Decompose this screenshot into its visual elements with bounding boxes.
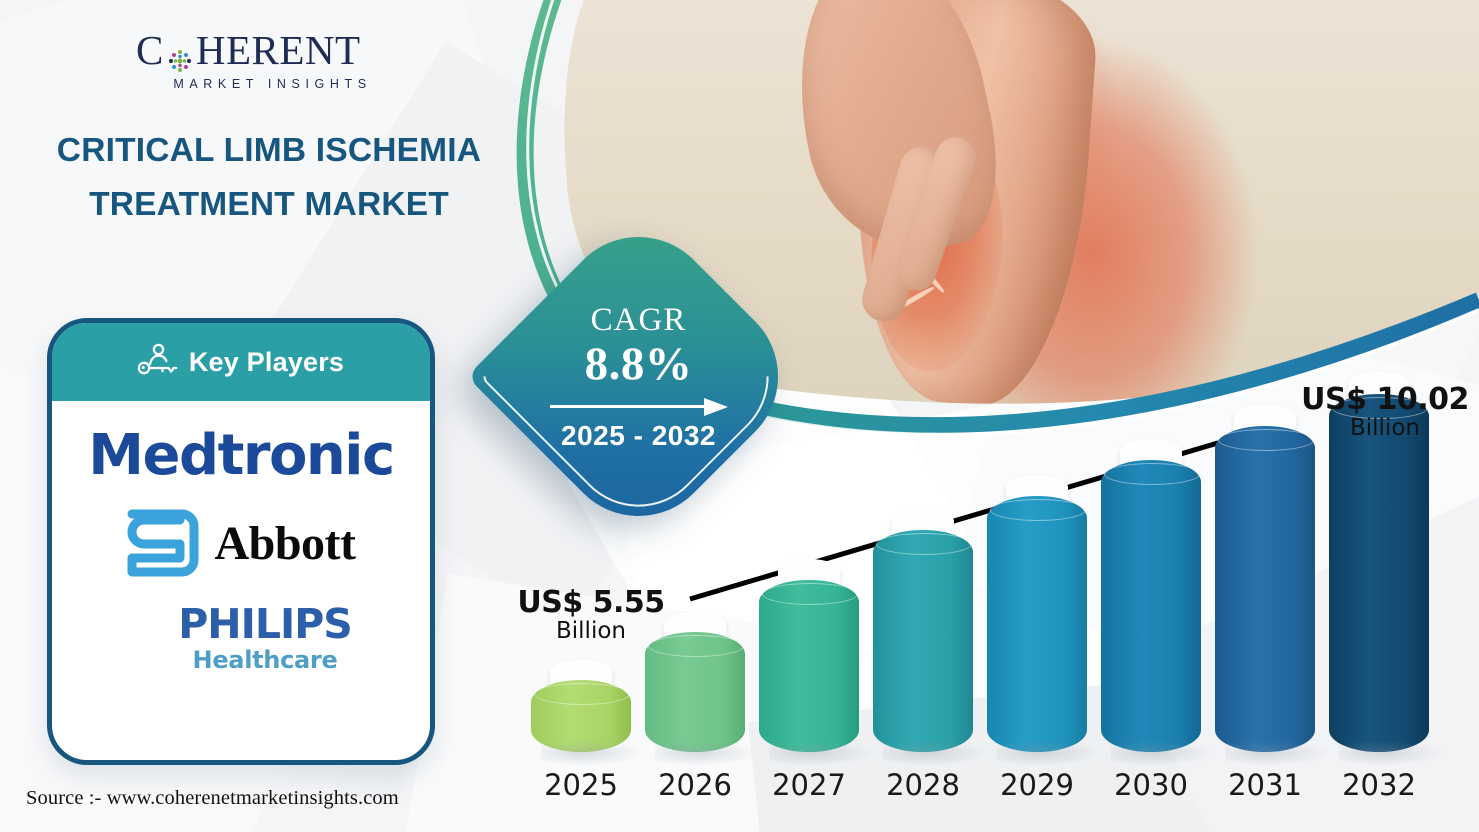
cagr-value: 8.8%: [584, 337, 693, 390]
start-value-callout: US$ 5.55 Billion: [516, 585, 666, 644]
bar-chart: 2025 2026 2027 2028 2029 2030 2031 2032: [505, 372, 1465, 820]
logo-text-post: HERENT: [195, 27, 361, 73]
list-item: Abbott: [126, 508, 356, 578]
start-value: US$ 5.55: [517, 585, 665, 620]
list-item-sublabel: Healthcare: [192, 646, 338, 674]
bar-body: [1101, 460, 1201, 752]
bar-rim: [1218, 429, 1314, 451]
bar-rim: [534, 683, 630, 705]
page-title: CRITICAL LIMB ISCHEMIA TREATMENT MARKET: [14, 124, 524, 233]
end-value-callout: US$ 10.02 Billion: [1300, 382, 1470, 441]
bar-rim: [990, 499, 1086, 521]
bar-body: [1215, 426, 1315, 752]
logo-tagline: MARKET INSIGHTS: [173, 77, 372, 91]
cagr-badge: CAGR 8.8% 2025 - 2032: [517, 255, 760, 498]
x-axis-label-2028: 2028: [886, 768, 960, 802]
bar-rim: [1104, 463, 1200, 485]
bar-shadow: [883, 740, 988, 766]
x-axis-label-2029: 2029: [1000, 768, 1074, 802]
x-axis-label-2026: 2026: [658, 768, 732, 802]
page-title-line2: TREATMENT MARKET: [89, 186, 449, 224]
person-key-icon: [137, 343, 178, 382]
source-text: Source :- www.coherenetmarketinsights.co…: [26, 787, 399, 809]
globe-icon: [165, 38, 195, 72]
end-unit: Billion: [1350, 415, 1420, 441]
end-value: US$ 10.02: [1301, 382, 1469, 417]
x-axis-label-2031: 2031: [1228, 768, 1302, 802]
bar-rim: [876, 533, 972, 555]
list-item: PHILIPS Healthcare: [130, 600, 353, 674]
bar-shadow: [1225, 740, 1330, 766]
abbott-logo-icon: [126, 508, 200, 578]
cagr-label: CAGR: [590, 301, 687, 338]
bar-shadow: [655, 740, 760, 766]
bar-body: [987, 496, 1087, 752]
page-title-line1: CRITICAL LIMB ISCHEMIA: [56, 132, 482, 169]
x-axis-label-2030: 2030: [1114, 768, 1188, 802]
x-axis-label-2027: 2027: [772, 768, 846, 802]
bar-shadow: [1111, 740, 1216, 766]
key-players-list: Medtronic Abbott PHILIPS Healthcare: [52, 401, 430, 760]
bar-shadow: [997, 740, 1102, 766]
start-unit: Billion: [556, 618, 626, 644]
bar-shadow: [1339, 740, 1444, 766]
bar-body: [873, 530, 973, 752]
logo-text-pre: C: [136, 27, 164, 73]
key-players-label: Key Players: [188, 346, 345, 377]
list-item: Medtronic: [88, 423, 395, 488]
x-axis-label-2032: 2032: [1342, 768, 1416, 802]
x-axis-label-2025: 2025: [544, 768, 618, 802]
bar-rim: [1332, 397, 1428, 419]
list-item-label: PHILIPS: [178, 600, 353, 648]
cagr-period: 2025 - 2032: [561, 419, 716, 451]
list-item-label: Abbott: [214, 516, 356, 570]
bar-rim: [762, 583, 858, 605]
bar-rim: [648, 635, 744, 657]
bar-body: [1329, 394, 1429, 752]
right-arrow-icon: [549, 397, 728, 416]
bar-shadow: [541, 740, 646, 766]
key-players-card: Key Players Medtronic Abbott PHILIPS Hea…: [47, 318, 435, 765]
bar-body: [759, 580, 859, 752]
logo-wordmark: C: [136, 26, 406, 74]
key-players-header: Key Players: [52, 323, 430, 401]
bar-shadow: [769, 740, 874, 766]
company-logo: C: [136, 26, 406, 102]
